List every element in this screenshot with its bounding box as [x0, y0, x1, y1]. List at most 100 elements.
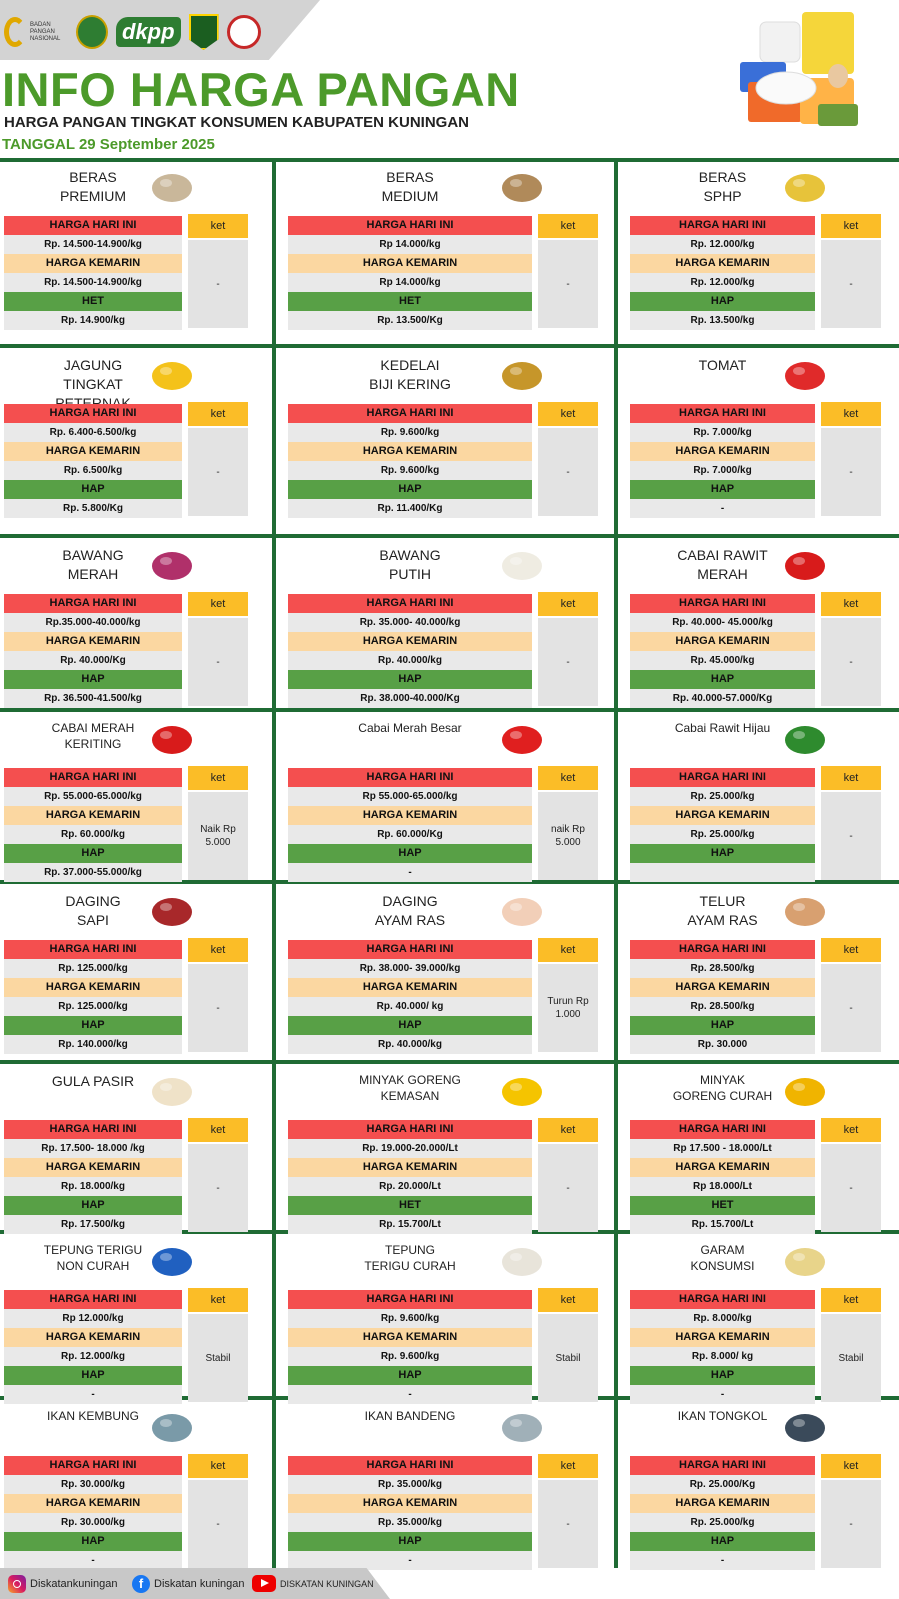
reference-price-header: HAP: [630, 670, 815, 689]
reference-price-value: Rp. 13.500/Kg: [288, 311, 532, 330]
yesterday-price-value: Rp. 12.000/kg: [630, 273, 815, 292]
instagram-link[interactable]: Diskatankuningan: [8, 1575, 117, 1593]
reference-price-value: -: [4, 1385, 182, 1404]
reference-price-value: Rp. 30.000: [630, 1035, 815, 1054]
ket-header: ket: [538, 1288, 598, 1312]
commodity-name: CABAI MERAH KERITING: [51, 721, 135, 751]
grid-row-divider: [0, 708, 899, 712]
reference-price-header: HAP: [288, 844, 532, 863]
chicken-icon: [496, 890, 548, 930]
ket-header: ket: [188, 1288, 248, 1312]
facebook-icon: f: [132, 1575, 150, 1593]
yesterday-price-header: HARGA KEMARIN: [4, 254, 182, 273]
flour-pack-icon: [146, 1240, 198, 1280]
yesterday-price-value: Rp. 30.000/kg: [4, 1513, 182, 1532]
yesterday-price-header: HARGA KEMARIN: [630, 1328, 815, 1347]
facebook-link[interactable]: f Diskatan kuningan: [132, 1575, 245, 1593]
reference-price-header: HAP: [288, 1366, 532, 1385]
ket-header: ket: [821, 214, 881, 238]
yesterday-price-header: HARGA KEMARIN: [4, 978, 182, 997]
ket-header: ket: [538, 402, 598, 426]
today-price-header: HARGA HARI INI: [630, 216, 815, 235]
reference-price-header: HAP: [630, 1532, 815, 1551]
reference-price-value: Rp. 17.500/kg: [4, 1215, 182, 1234]
today-price-value: Rp. 25.000/kg: [630, 787, 815, 806]
yesterday-price-header: HARGA KEMARIN: [288, 806, 532, 825]
reference-price-value: Rp. 40.000-57.000/Kg: [630, 689, 815, 708]
yesterday-price-header: HARGA KEMARIN: [288, 978, 532, 997]
reference-price-header: HAP: [4, 670, 182, 689]
yesterday-price-header: HARGA KEMARIN: [288, 632, 532, 651]
yesterday-price-value: Rp. 7.000/kg: [630, 461, 815, 480]
yesterday-price-header: HARGA KEMARIN: [288, 1328, 532, 1347]
rice-sack-icon: [146, 166, 198, 206]
youtube-link[interactable]: DISKATAN KUNINGAN: [252, 1575, 374, 1592]
yesterday-price-value: Rp. 6.500/kg: [4, 461, 182, 480]
yesterday-price-value: Rp. 25.000/kg: [630, 825, 815, 844]
yesterday-price-value: Rp. 40.000/Kg: [4, 651, 182, 670]
today-price-header: HARGA HARI INI: [4, 1120, 182, 1139]
today-price-value: Rp. 14.500-14.900/kg: [4, 235, 182, 254]
beef-icon: [146, 890, 198, 930]
reference-price-header: HET: [630, 1196, 815, 1215]
commodity-name: GARAM KONSUMSI: [690, 1243, 755, 1273]
today-price-value: Rp 14.000/kg: [288, 235, 532, 254]
reference-price-header: HAP: [4, 480, 182, 499]
today-price-value: Rp. 6.400-6.500/kg: [4, 423, 182, 442]
commodity-card: DAGING SAPI HARGA HARI INI Rp. 125.000/kg H…: [4, 890, 256, 1056]
reference-price-header: HET: [288, 1196, 532, 1215]
today-price-value: Rp. 38.000- 39.000/kg: [288, 959, 532, 978]
ket-header: ket: [188, 938, 248, 962]
commodity-name: GULA PASIR: [51, 1073, 135, 1089]
today-price-header: HARGA HARI INI: [630, 1456, 815, 1475]
today-price-value: Rp. 40.000- 45.000/kg: [630, 613, 815, 632]
today-price-value: Rp 55.000-65.000/kg: [288, 787, 532, 806]
ket-header: ket: [538, 938, 598, 962]
commodity-card: MINYAK GORENG KEMASAN HARGA HARI INI Rp. 1…: [288, 1070, 606, 1234]
yesterday-price-value: Rp. 20.000/Lt: [288, 1177, 532, 1196]
reference-price-value: Rp. 13.500/kg: [630, 311, 815, 330]
ket-note: -: [188, 1480, 248, 1568]
ket-note: -: [188, 428, 248, 516]
soybean-icon: [496, 354, 548, 394]
reference-price-value: -: [630, 1385, 815, 1404]
ket-note: -: [538, 428, 598, 516]
today-price-value: Rp. 28.500/kg: [630, 959, 815, 978]
today-price-value: Rp. 7.000/kg: [630, 423, 815, 442]
grid-row-divider: [0, 534, 899, 538]
commodity-card: GULA PASIR HARGA HARI INI Rp. 17.500- 18.0…: [4, 1070, 256, 1234]
commodity-card: GARAM KONSUMSI HARGA HARI INI Rp. 8.000/kg…: [630, 1240, 889, 1404]
reference-price-value: [630, 863, 815, 882]
yesterday-price-value: Rp. 14.500-14.900/kg: [4, 273, 182, 292]
tuna-icon: [779, 1406, 831, 1446]
yesterday-price-value: Rp. 60.000/kg: [4, 825, 182, 844]
commodity-card: IKAN TONGKOL HARGA HARI INI Rp. 25.000/Kg H…: [630, 1406, 889, 1570]
today-price-value: Rp. 9.600/kg: [288, 423, 532, 442]
reference-price-header: HET: [4, 292, 182, 311]
commodity-name: TOMAT: [698, 357, 747, 373]
ket-note: -: [538, 1144, 598, 1232]
today-price-value: Rp. 55.000-65.000/kg: [4, 787, 182, 806]
shallot-icon: [146, 544, 198, 584]
reference-price-header: HAP: [630, 1366, 815, 1385]
ket-note: naik Rp 5.000: [538, 792, 598, 880]
commodity-card: TEPUNG TERIGU CURAH HARGA HARI INI Rp. 9.6…: [288, 1240, 606, 1404]
commodity-card: MINYAK GORENG CURAH HARGA HARI INI Rp 17.5…: [630, 1070, 889, 1234]
yesterday-price-value: Rp. 40.000/kg: [288, 651, 532, 670]
ket-header: ket: [188, 402, 248, 426]
big-chili-icon: [496, 718, 548, 758]
yesterday-price-header: HARGA KEMARIN: [4, 632, 182, 651]
ket-note: -: [538, 240, 598, 328]
ket-header: ket: [821, 1454, 881, 1478]
reference-price-value: -: [288, 1385, 532, 1404]
today-price-header: HARGA HARI INI: [4, 216, 182, 235]
today-price-header: HARGA HARI INI: [288, 594, 532, 613]
commodity-name: IKAN KEMBUNG: [46, 1409, 139, 1423]
today-price-header: HARGA HARI INI: [288, 1290, 532, 1309]
yesterday-price-header: HARGA KEMARIN: [288, 442, 532, 461]
yesterday-price-value: Rp. 8.000/ kg: [630, 1347, 815, 1366]
garlic-icon: [496, 544, 548, 584]
grid-column-divider: [614, 158, 618, 1568]
ket-header: ket: [538, 766, 598, 790]
yesterday-price-header: HARGA KEMARIN: [4, 1158, 182, 1177]
